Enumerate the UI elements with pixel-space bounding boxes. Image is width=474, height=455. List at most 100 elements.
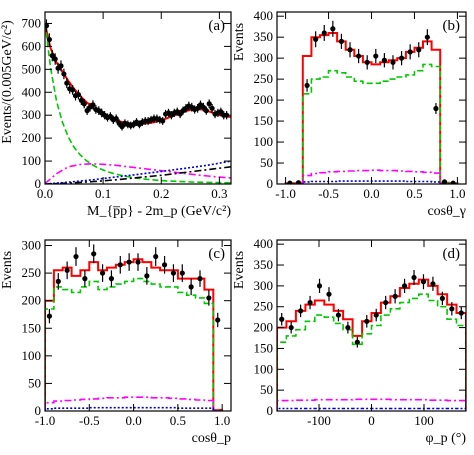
data-point xyxy=(326,291,332,297)
data-point xyxy=(321,30,327,36)
y-axis-label: Events xyxy=(0,251,15,289)
y-tick-label: 0 xyxy=(35,403,42,418)
data-point xyxy=(441,179,448,184)
series-line-1 xyxy=(45,258,224,411)
data-point xyxy=(347,47,353,53)
y-tick-label: 500 xyxy=(22,61,42,76)
data-point xyxy=(73,253,79,260)
y-tick-label: 300 xyxy=(22,107,42,122)
data-point xyxy=(364,318,370,324)
y-tick-label: 100 xyxy=(254,134,274,149)
data-point xyxy=(206,101,212,107)
data-point xyxy=(313,36,319,42)
plot-area xyxy=(45,244,224,411)
data-point xyxy=(424,34,430,40)
data-point xyxy=(215,317,221,323)
data-point xyxy=(356,53,362,59)
y-tick-label: 250 xyxy=(254,71,274,86)
y-axis-label: Events xyxy=(232,251,247,289)
x-tick-label: 1.0 xyxy=(449,186,465,201)
data-point xyxy=(203,108,209,114)
x-axis-label: cosθ_γ xyxy=(427,204,466,219)
series-line-3 xyxy=(45,396,223,411)
x-tick-label: 0.5 xyxy=(170,413,186,428)
y-tick-label: 400 xyxy=(22,84,42,99)
y-tick-label: 200 xyxy=(22,130,42,145)
data-point xyxy=(450,180,456,184)
x-axis-label: φ_p (°) xyxy=(425,431,466,446)
chart-panel-c: -1.0 -0.5 0.0 0.5 1.0 0 50 100 150 200 250 300 (c) co… xyxy=(0,238,232,446)
data-point xyxy=(338,38,345,44)
x-tick-label: -1.0 xyxy=(35,413,56,428)
x-axis-label: cosθ_p xyxy=(192,431,231,446)
x-tick-label: 1.0 xyxy=(214,413,230,428)
y-tick-label: 350 xyxy=(254,29,274,44)
data-point xyxy=(113,116,119,122)
x-tick-label: 0.5 xyxy=(406,186,422,201)
y-tick-label: 100 xyxy=(254,361,274,376)
x-tick-label: 0.0 xyxy=(125,413,141,428)
y-tick-label: 300 xyxy=(254,50,274,65)
data-point xyxy=(420,279,427,285)
data-point xyxy=(197,276,203,282)
y-tick-label: 150 xyxy=(22,320,42,335)
y-axis-label: Events xyxy=(232,23,247,61)
data-point xyxy=(126,259,132,265)
data-point xyxy=(177,111,183,117)
plot-area xyxy=(45,19,231,184)
data-point xyxy=(373,312,379,318)
panel-label: (d) xyxy=(443,246,461,262)
data-point xyxy=(170,270,177,276)
panel-label: (a) xyxy=(208,18,225,34)
data-point xyxy=(416,47,422,53)
data-point xyxy=(288,324,294,331)
data-point xyxy=(383,299,389,306)
chart-panel-d: -100 0 100 0 50 100 150 200 250 300 350 400 (d) φ_p (… xyxy=(232,236,467,446)
data-point xyxy=(390,59,396,65)
data-point xyxy=(108,276,115,282)
data-point xyxy=(81,101,87,107)
series-line-5 xyxy=(45,160,231,184)
x-tick-label: 0.3 xyxy=(211,186,227,201)
y-tick-label: 50 xyxy=(28,375,41,390)
data-point xyxy=(449,306,455,312)
y-tick-label: 250 xyxy=(254,299,274,314)
x-tick-label: 100 xyxy=(414,413,434,428)
x-tick-label: 0.0 xyxy=(363,186,379,201)
y-tick-label: 200 xyxy=(254,92,274,107)
data-point xyxy=(335,312,342,318)
data-point xyxy=(160,118,166,124)
data-point xyxy=(179,270,185,276)
plot-area xyxy=(284,20,459,184)
data-point xyxy=(52,56,58,62)
data-point xyxy=(433,105,439,112)
y-tick-label: 50 xyxy=(260,382,273,397)
y-tick-label: 400 xyxy=(254,8,274,23)
data-point xyxy=(58,63,64,69)
data-point xyxy=(407,49,413,55)
y-tick-label: 50 xyxy=(260,155,273,170)
panel-label: (c) xyxy=(208,246,225,262)
data-point xyxy=(298,308,304,314)
data-point xyxy=(354,339,360,345)
data-point xyxy=(345,324,351,331)
data-point xyxy=(209,105,215,111)
y-tick-label: 0 xyxy=(35,176,42,191)
data-point xyxy=(218,109,224,115)
series-line-3 xyxy=(277,398,466,411)
data-point xyxy=(90,102,96,108)
panel-label: (b) xyxy=(443,18,461,34)
data-point xyxy=(61,71,67,77)
data-point xyxy=(458,310,464,316)
data-point xyxy=(46,313,53,319)
y-tick-label: 700 xyxy=(22,15,42,30)
data-point xyxy=(304,82,310,89)
data-point xyxy=(144,273,150,279)
data-point xyxy=(401,283,408,289)
data-point xyxy=(46,36,52,43)
data-point xyxy=(295,180,302,184)
data-point xyxy=(153,253,159,260)
y-tick-label: 150 xyxy=(254,113,274,128)
data-point xyxy=(70,87,76,93)
